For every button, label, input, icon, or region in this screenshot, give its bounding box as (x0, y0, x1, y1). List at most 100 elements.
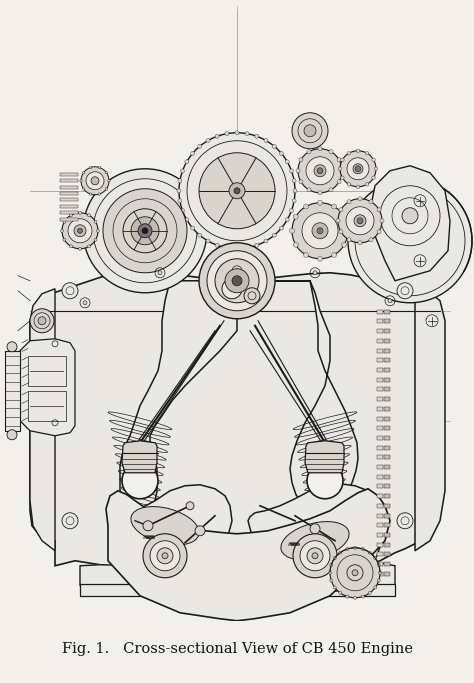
Circle shape (337, 158, 341, 162)
Circle shape (98, 193, 100, 195)
Circle shape (358, 240, 362, 245)
Circle shape (317, 227, 323, 234)
Circle shape (105, 171, 108, 173)
Wedge shape (206, 281, 268, 317)
Bar (384, 310, 390, 313)
Circle shape (225, 246, 229, 250)
Bar (60, 205, 78, 208)
Bar (384, 329, 390, 333)
Circle shape (285, 160, 289, 164)
Circle shape (355, 166, 361, 171)
Circle shape (341, 176, 344, 180)
Circle shape (98, 166, 100, 169)
Bar (377, 445, 383, 449)
Bar (28, 356, 66, 386)
Circle shape (90, 166, 92, 169)
Circle shape (365, 152, 369, 155)
Circle shape (158, 270, 162, 275)
Polygon shape (248, 484, 385, 593)
Bar (384, 543, 390, 546)
Circle shape (340, 151, 376, 186)
Circle shape (80, 180, 82, 182)
Circle shape (7, 430, 17, 440)
Circle shape (368, 551, 371, 554)
Circle shape (299, 158, 303, 162)
Circle shape (317, 168, 323, 173)
Circle shape (70, 214, 73, 217)
Bar (384, 475, 390, 479)
Circle shape (62, 213, 98, 249)
Bar (377, 456, 383, 460)
Circle shape (63, 238, 66, 241)
Bar (60, 199, 78, 201)
Circle shape (353, 164, 363, 173)
Circle shape (81, 167, 109, 195)
Bar (384, 436, 390, 440)
Circle shape (377, 563, 380, 566)
Circle shape (348, 179, 472, 303)
Circle shape (206, 139, 210, 143)
Bar (384, 378, 390, 382)
Circle shape (347, 238, 351, 242)
Circle shape (397, 513, 413, 529)
Bar (377, 320, 383, 324)
Circle shape (290, 228, 294, 233)
Circle shape (142, 227, 148, 234)
Bar (60, 186, 78, 189)
Polygon shape (80, 561, 395, 586)
Circle shape (235, 130, 239, 135)
Circle shape (379, 571, 382, 574)
Circle shape (108, 180, 110, 182)
Bar (377, 310, 383, 313)
Circle shape (280, 226, 283, 230)
Circle shape (380, 219, 384, 223)
Circle shape (377, 579, 380, 582)
Circle shape (303, 204, 309, 209)
Circle shape (38, 317, 46, 324)
Ellipse shape (131, 507, 199, 545)
Circle shape (292, 199, 296, 203)
Circle shape (347, 158, 369, 180)
Circle shape (195, 526, 205, 535)
Circle shape (318, 200, 322, 205)
Circle shape (179, 133, 295, 249)
Bar (384, 562, 390, 566)
Circle shape (346, 548, 349, 550)
Circle shape (191, 152, 194, 156)
Circle shape (299, 180, 303, 184)
Bar (377, 475, 383, 479)
Bar (377, 378, 383, 382)
Bar (384, 504, 390, 508)
Bar (384, 484, 390, 488)
Circle shape (292, 203, 348, 259)
Bar (80, 584, 395, 596)
Circle shape (356, 185, 360, 189)
Circle shape (318, 256, 322, 261)
Circle shape (354, 546, 356, 549)
Polygon shape (20, 339, 75, 436)
Circle shape (280, 152, 283, 156)
Wedge shape (206, 245, 268, 281)
Bar (384, 339, 390, 343)
Circle shape (330, 579, 333, 582)
Circle shape (157, 548, 173, 563)
Bar (377, 553, 383, 557)
Circle shape (78, 228, 82, 234)
Circle shape (292, 113, 328, 149)
Bar (384, 553, 390, 557)
Bar (377, 339, 383, 343)
Circle shape (318, 191, 322, 195)
Circle shape (377, 208, 381, 212)
Bar (377, 494, 383, 498)
Circle shape (293, 534, 337, 578)
Circle shape (388, 298, 392, 303)
Circle shape (82, 171, 85, 173)
Circle shape (272, 144, 276, 148)
Bar (377, 426, 383, 430)
Circle shape (255, 243, 259, 247)
Polygon shape (110, 485, 232, 583)
Circle shape (365, 182, 369, 186)
Bar (384, 348, 390, 352)
Circle shape (374, 557, 377, 559)
Circle shape (207, 251, 267, 311)
